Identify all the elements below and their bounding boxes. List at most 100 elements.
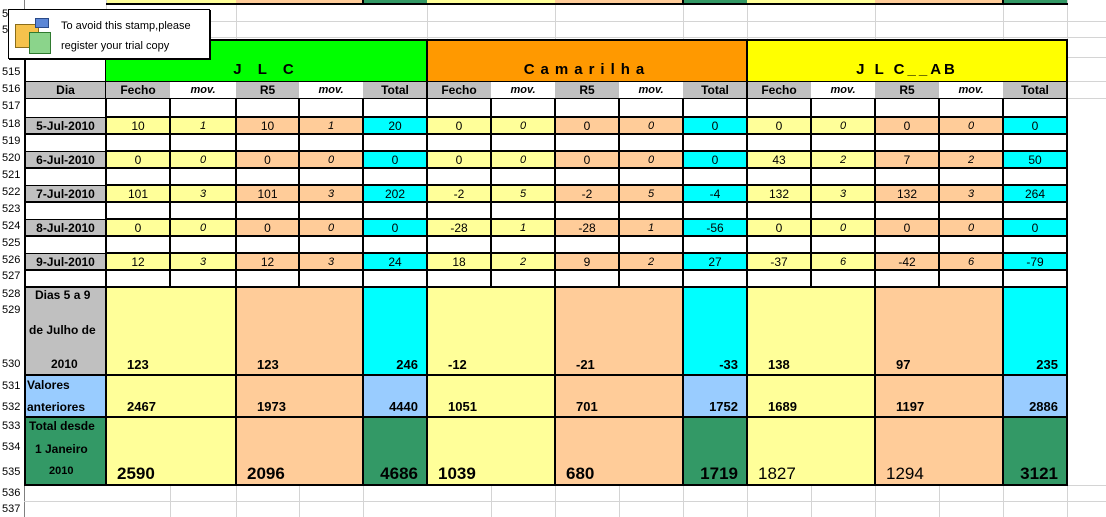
mov-cell[interactable]: 0	[619, 117, 683, 134]
empty-cell[interactable]	[619, 134, 683, 151]
empty-cell[interactable]	[363, 202, 427, 219]
empty-cell[interactable]	[811, 270, 875, 287]
row-number[interactable]: 521	[2, 169, 21, 181]
empty-cell[interactable]	[363, 134, 427, 151]
empty-cell[interactable]	[811, 134, 875, 151]
empty-cell[interactable]	[25, 168, 106, 185]
mov-cell[interactable]: 2	[491, 253, 555, 270]
row-number[interactable]: 532	[2, 401, 21, 413]
header-r5[interactable]: R5	[236, 81, 299, 98]
empty-cell[interactable]	[25, 134, 106, 151]
trial-stamp[interactable]: To avoid this stamp,please register your…	[8, 9, 210, 59]
empty-cell[interactable]	[106, 270, 170, 287]
period-value[interactable]: 97	[875, 287, 1003, 375]
value-cell[interactable]: 50	[1003, 151, 1067, 168]
value-cell[interactable]: 9	[555, 253, 619, 270]
value-cell[interactable]: 18	[427, 253, 491, 270]
mov-cell[interactable]: 0	[299, 151, 363, 168]
value-cell[interactable]: -56	[683, 219, 747, 236]
value-cell[interactable]: 24	[363, 253, 427, 270]
empty-cell[interactable]	[555, 270, 619, 287]
empty-cell[interactable]	[25, 236, 106, 253]
mov-cell[interactable]: 3	[811, 185, 875, 202]
prev-value[interactable]: 1197	[875, 375, 1003, 417]
empty-cell[interactable]	[491, 236, 555, 253]
period-value[interactable]: 123	[236, 287, 363, 375]
value-cell[interactable]: -79	[1003, 253, 1067, 270]
empty-cell[interactable]	[875, 98, 939, 117]
period-value[interactable]: -21	[555, 287, 683, 375]
row-number[interactable]: 518	[2, 118, 21, 130]
value-cell[interactable]: 0	[1003, 219, 1067, 236]
empty-cell[interactable]	[236, 168, 299, 185]
empty-cell[interactable]	[683, 134, 747, 151]
empty-cell[interactable]	[1003, 202, 1067, 219]
empty-cell[interactable]	[106, 98, 170, 117]
empty-cell[interactable]	[555, 168, 619, 185]
value-cell[interactable]: 0	[363, 151, 427, 168]
empty-cell[interactable]	[170, 134, 236, 151]
empty-cell[interactable]	[25, 270, 106, 287]
empty-cell[interactable]	[491, 134, 555, 151]
empty-cell[interactable]	[1003, 236, 1067, 253]
header-mov[interactable]: mov.	[170, 81, 236, 98]
empty-cell[interactable]	[299, 134, 363, 151]
prev-value[interactable]: 1689	[747, 375, 875, 417]
value-cell[interactable]: 101	[106, 185, 170, 202]
row-number[interactable]: 516	[2, 83, 21, 95]
date-cell[interactable]: 7-Jul-2010	[25, 185, 106, 202]
row-number[interactable]: 519	[2, 135, 21, 147]
row-number[interactable]: 533	[2, 420, 21, 432]
empty-cell[interactable]	[811, 98, 875, 117]
empty-cell[interactable]	[875, 270, 939, 287]
header-fecho[interactable]: Fecho	[747, 81, 811, 98]
empty-cell[interactable]	[106, 202, 170, 219]
empty-cell[interactable]	[363, 168, 427, 185]
value-cell[interactable]: 0	[683, 117, 747, 134]
period-label-cell[interactable]: Dias 5 a 9 de Julho de 2010	[25, 286, 106, 375]
mov-cell[interactable]: 0	[811, 117, 875, 134]
empty-cell[interactable]	[555, 134, 619, 151]
row-number[interactable]: 515	[2, 66, 21, 78]
mov-cell[interactable]: 3	[170, 185, 236, 202]
value-cell[interactable]: 10	[236, 117, 299, 134]
empty-cell[interactable]	[683, 236, 747, 253]
empty-cell[interactable]	[939, 168, 1003, 185]
value-cell[interactable]: 12	[236, 253, 299, 270]
row-number[interactable]: 525	[2, 237, 21, 249]
header-mov[interactable]: mov.	[299, 81, 363, 98]
row-number[interactable]: 5	[2, 8, 9, 20]
value-cell[interactable]: 0	[236, 219, 299, 236]
value-cell[interactable]: 0	[427, 117, 491, 134]
value-cell[interactable]: 0	[363, 219, 427, 236]
value-cell[interactable]: 132	[875, 185, 939, 202]
value-cell[interactable]: 12	[106, 253, 170, 270]
empty-cell[interactable]	[427, 134, 491, 151]
empty-cell[interactable]	[299, 236, 363, 253]
prev-value[interactable]: 701	[555, 375, 683, 417]
empty-cell[interactable]	[25, 98, 106, 117]
empty-cell[interactable]	[555, 236, 619, 253]
empty-cell[interactable]	[619, 98, 683, 117]
empty-cell[interactable]	[427, 236, 491, 253]
row-number[interactable]: 528	[2, 288, 21, 300]
header-dia[interactable]: Dia	[25, 81, 106, 98]
prev-value[interactable]: 2886	[1003, 375, 1067, 417]
prev-label-cell[interactable]: Valores anteriores	[25, 375, 106, 417]
empty-cell[interactable]	[811, 202, 875, 219]
empty-cell[interactable]	[236, 134, 299, 151]
empty-cell[interactable]	[683, 168, 747, 185]
value-cell[interactable]: 202	[363, 185, 427, 202]
empty-cell[interactable]	[619, 168, 683, 185]
empty-cell[interactable]	[363, 98, 427, 117]
empty-cell[interactable]	[106, 168, 170, 185]
header-mov[interactable]: mov.	[619, 81, 683, 98]
mov-cell[interactable]: 2	[811, 151, 875, 168]
empty-cell[interactable]	[875, 202, 939, 219]
empty-cell[interactable]	[811, 168, 875, 185]
empty-cell[interactable]	[491, 98, 555, 117]
mov-cell[interactable]: 2	[939, 151, 1003, 168]
empty-cell[interactable]	[939, 202, 1003, 219]
value-cell[interactable]: -2	[427, 185, 491, 202]
date-cell[interactable]: 6-Jul-2010	[25, 151, 106, 168]
